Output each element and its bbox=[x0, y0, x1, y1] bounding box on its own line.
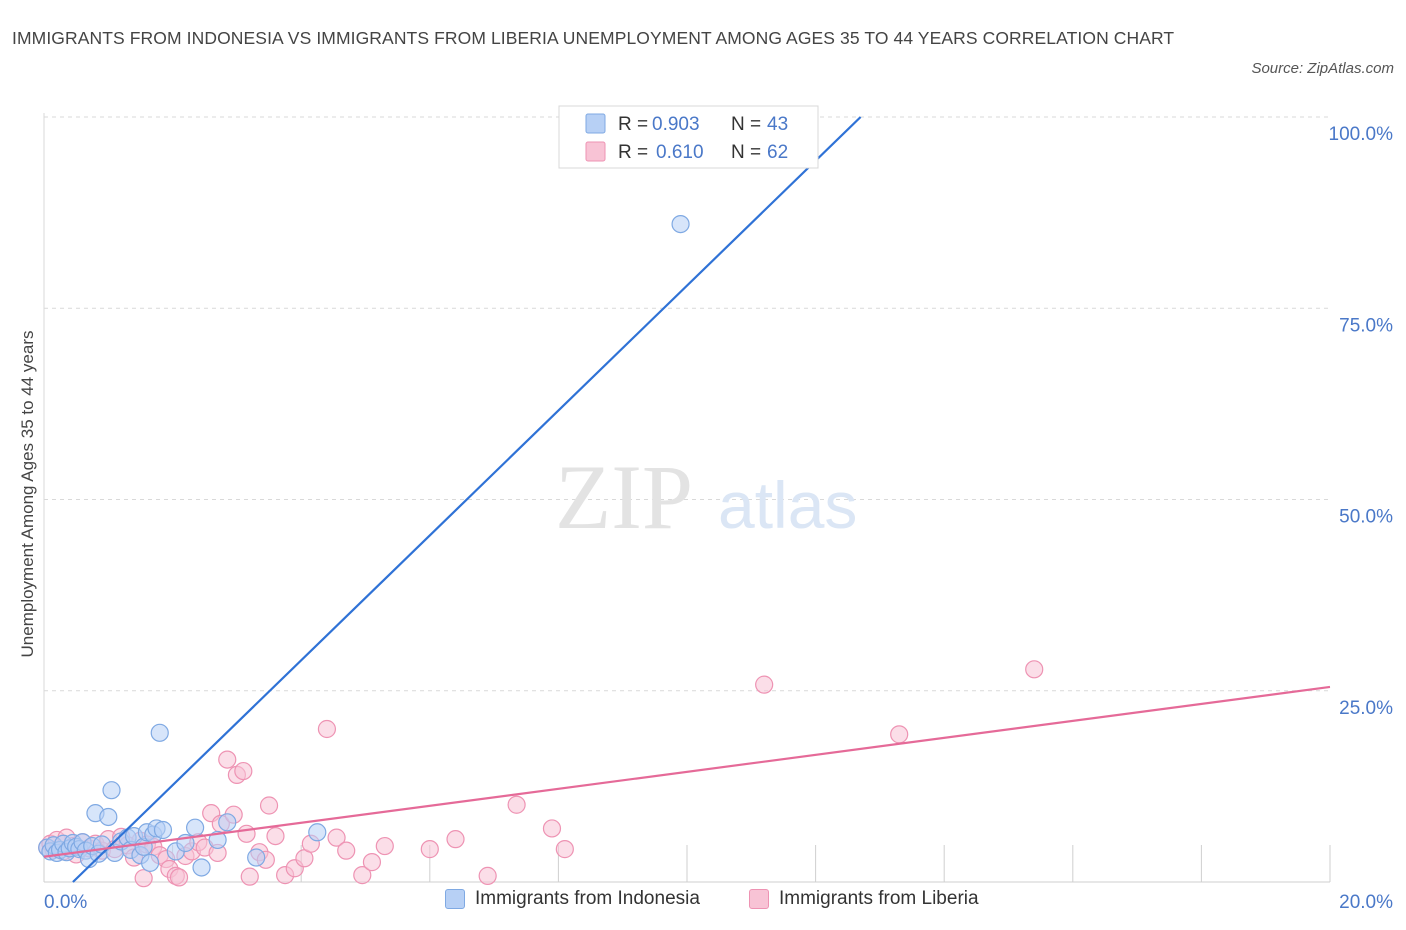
legend-item-liberia[interactable]: Immigrants from Liberia bbox=[749, 888, 979, 910]
series-legend: Immigrants from Indonesia Immigrants fro… bbox=[0, 888, 1406, 916]
liberia-point-53 bbox=[420, 840, 439, 859]
liberia-point-61 bbox=[1025, 660, 1044, 679]
legend-n-label-liberia: N = bbox=[731, 142, 761, 163]
legend-n-label-indonesia: N = bbox=[731, 114, 761, 135]
liberia-trend-line bbox=[43, 685, 1331, 858]
x-axis-ticks bbox=[43, 845, 1331, 882]
liberia-point-55 bbox=[478, 866, 497, 885]
liberia-point-54 bbox=[446, 830, 465, 849]
liberia-point-59 bbox=[755, 675, 774, 694]
liberia-point-42 bbox=[266, 826, 285, 846]
indonesia-point-37 bbox=[208, 830, 227, 850]
watermark-zip: ZIP bbox=[555, 446, 693, 548]
y-tick-label-75: 75.0% bbox=[1339, 315, 1393, 336]
liberia-point-25 bbox=[169, 868, 189, 887]
y-tick-label-25: 25.0% bbox=[1339, 698, 1393, 719]
legend-n-value-indonesia: 43 bbox=[767, 114, 788, 135]
liberia-point-41 bbox=[259, 796, 279, 815]
legend-r-value-indonesia: 0.903 bbox=[652, 114, 700, 135]
liberia-point-47 bbox=[317, 719, 337, 739]
legend-item-indonesia[interactable]: Immigrants from Indonesia bbox=[445, 888, 700, 910]
x-tick-label-max: 20.0% bbox=[1339, 892, 1393, 913]
indonesia-points bbox=[38, 107, 754, 877]
liberia-point-36 bbox=[234, 761, 253, 781]
liberia-point-52 bbox=[375, 836, 394, 856]
liberia-point-56 bbox=[507, 795, 526, 814]
liberia-point-49 bbox=[337, 841, 356, 860]
y-axis-tick-labels: 25.0% 50.0% 75.0% 100.0% bbox=[1329, 124, 1394, 719]
indonesia-point-38 bbox=[218, 813, 237, 832]
x-tick-label-min: 0.0% bbox=[44, 892, 87, 913]
liberia-point-37 bbox=[237, 824, 256, 843]
indonesia-point-35 bbox=[186, 818, 205, 837]
liberia-point-51 bbox=[362, 853, 382, 872]
indonesia-point-28 bbox=[140, 853, 160, 872]
indonesia-point-40 bbox=[308, 823, 327, 842]
correlation-legend: R = 0.903 N = 43 R = 0.610 N = 62 bbox=[558, 105, 819, 169]
liberia-point-38 bbox=[240, 867, 259, 886]
legend-r-label-liberia: R = bbox=[618, 142, 648, 163]
liberia-point-60 bbox=[890, 725, 909, 744]
legend-label-liberia: Immigrants from Liberia bbox=[779, 888, 979, 909]
legend-swatch-indonesia-bottom bbox=[445, 889, 465, 909]
indonesia-point-39 bbox=[247, 848, 266, 867]
legend-swatch-indonesia bbox=[585, 113, 606, 134]
legend-label-indonesia: Immigrants from Indonesia bbox=[475, 888, 700, 909]
indonesia-point-19 bbox=[102, 781, 121, 800]
legend-swatch-liberia-bottom bbox=[749, 889, 769, 909]
chart-title: IMMIGRANTS FROM INDONESIA VS IMMIGRANTS … bbox=[12, 28, 1175, 48]
legend-r-label-indonesia: R = bbox=[618, 114, 648, 135]
watermark-atlas: atlas bbox=[718, 468, 857, 542]
indonesia-point-36 bbox=[192, 858, 211, 877]
indonesia-point-32 bbox=[153, 820, 173, 840]
liberia-points bbox=[38, 660, 1044, 888]
y-axis-label: Unemployment Among Ages 35 to 44 years bbox=[18, 331, 37, 658]
legend-swatch-liberia bbox=[585, 141, 606, 162]
liberia-point-50 bbox=[353, 866, 372, 885]
legend-n-value-liberia: 62 bbox=[767, 142, 788, 163]
liberia-point-58 bbox=[555, 840, 574, 859]
source-label: Source: ZipAtlas.com bbox=[1251, 60, 1394, 77]
liberia-point-33 bbox=[218, 750, 237, 769]
liberia-point-57 bbox=[542, 819, 562, 838]
indonesia-point-41 bbox=[671, 215, 690, 234]
indonesia-trend-line bbox=[72, 116, 862, 883]
liberia-point-48 bbox=[327, 828, 346, 847]
liberia-point-18 bbox=[134, 869, 153, 888]
y-tick-label-100: 100.0% bbox=[1329, 124, 1394, 145]
indonesia-point-18 bbox=[99, 807, 118, 827]
indonesia-point-31 bbox=[150, 723, 169, 742]
legend-r-value-liberia: 0.610 bbox=[656, 142, 704, 163]
y-tick-label-50: 50.0% bbox=[1339, 507, 1393, 528]
